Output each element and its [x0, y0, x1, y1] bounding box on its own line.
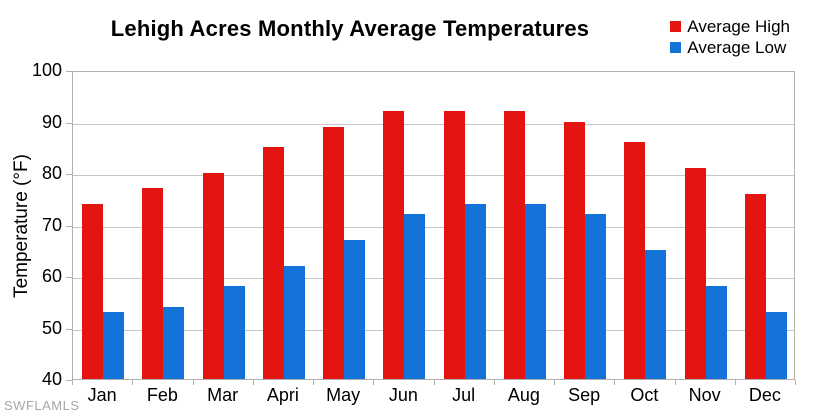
- y-axis-tick: [66, 328, 72, 330]
- x-axis-tick: [554, 380, 555, 385]
- x-axis-tick: [433, 380, 435, 385]
- x-tick-label: Mar: [207, 385, 239, 405]
- y-axis-tick: [66, 225, 72, 227]
- x-axis-tick: [192, 380, 194, 385]
- x-axis-tick: [614, 380, 616, 385]
- plot-area: [72, 71, 795, 380]
- x-axis-tick: [252, 380, 254, 385]
- y-tick-label: 90: [41, 111, 62, 132]
- legend-item-average-high: Average High: [670, 16, 790, 37]
- bar-average-high: [744, 193, 766, 379]
- bar-average-low: [524, 203, 546, 379]
- legend-label-high: Average High: [687, 17, 790, 36]
- y-tick-label: 70: [41, 214, 62, 235]
- bar-average-high: [82, 203, 104, 379]
- bar-average-high: [503, 111, 525, 379]
- y-axis-tick: [66, 174, 72, 175]
- y-axis-tick: [66, 122, 72, 124]
- y-tick-label: 40: [41, 369, 62, 389]
- x-axis-tick: [795, 380, 796, 385]
- y-axis-tick: [66, 277, 72, 278]
- x-tick-label: Sep: [568, 385, 601, 405]
- x-axis-tick: [132, 380, 134, 385]
- bar-average-high: [684, 167, 706, 379]
- x-tick-label: Oct: [630, 385, 659, 405]
- x-tick-label: Jan: [87, 385, 117, 405]
- bar-average-low: [283, 265, 305, 379]
- bar-average-high: [142, 188, 164, 379]
- bar-average-high: [564, 121, 586, 379]
- x-tick-label: Apri: [266, 385, 299, 405]
- bar-average-low: [223, 286, 245, 379]
- bar-average-low: [464, 203, 486, 379]
- bar-average-low: [705, 286, 727, 379]
- chart-title: Lehigh Acres Monthly Average Temperature…: [110, 16, 590, 41]
- bar-average-low: [163, 306, 185, 379]
- x-axis-tick: [734, 380, 736, 385]
- legend: Average High Average Low: [670, 16, 790, 58]
- gridline: [73, 278, 794, 279]
- y-tick-label: 60: [41, 266, 62, 286]
- bar-average-low: [645, 250, 667, 379]
- gridline: [73, 175, 794, 176]
- bar-average-high: [443, 111, 465, 379]
- gridline: [73, 123, 794, 125]
- bar-average-low: [344, 239, 366, 379]
- x-axis-tick: [313, 380, 314, 385]
- bar-average-low: [404, 214, 426, 379]
- gridline: [73, 226, 794, 228]
- x-tick-label: Jul: [452, 385, 476, 405]
- x-tick-label: Nov: [688, 385, 721, 405]
- x-tick-label: Aug: [507, 385, 540, 405]
- y-axis-tick: [66, 380, 72, 381]
- legend-swatch-low: [670, 42, 682, 53]
- bar-average-low: [585, 214, 607, 379]
- bar-average-low: [103, 312, 125, 379]
- gridline: [73, 329, 794, 331]
- x-tick-label: Jun: [388, 385, 418, 405]
- x-axis-tick: [373, 380, 375, 385]
- legend-label-low: Average Low: [687, 38, 787, 57]
- legend-swatch-high: [670, 21, 682, 32]
- y-tick-label: 50: [41, 317, 62, 338]
- x-axis-tick: [493, 380, 495, 385]
- bar-average-high: [202, 173, 224, 379]
- y-axis-tick: [66, 71, 72, 72]
- x-tick-label: May: [326, 385, 361, 405]
- y-tick-label: 100: [31, 60, 62, 80]
- bar-average-high: [383, 111, 405, 379]
- watermark: SWFLAMLS: [4, 398, 80, 413]
- y-tick-label: 80: [41, 163, 62, 183]
- x-tick-label: Feb: [146, 385, 178, 405]
- x-axis-tick: [72, 380, 73, 385]
- x-axis-tick: [674, 380, 676, 385]
- bar-average-low: [765, 312, 787, 379]
- x-tick-label: Dec: [748, 385, 781, 405]
- legend-item-average-low: Average Low: [670, 37, 790, 58]
- bar-average-high: [262, 147, 284, 379]
- bar-average-high: [323, 126, 345, 379]
- bar-average-high: [624, 142, 646, 379]
